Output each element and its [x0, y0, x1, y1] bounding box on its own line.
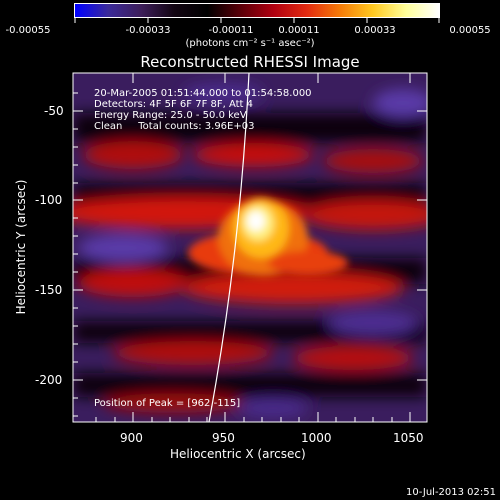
heatmap-blobs — [73, 73, 427, 422]
y-tick-label: -150 — [35, 283, 63, 297]
x-axis-title: Heliocentric X (arcsec) — [170, 447, 306, 461]
colorbar-tick-label: 0.00055 — [449, 25, 491, 36]
colorbar-tick-label: 0.00011 — [278, 25, 320, 36]
colorbar-unit-label: (photons cm⁻² s⁻¹ asec⁻²) — [185, 38, 315, 49]
colorbar-ticks — [74, 18, 440, 23]
x-tick-label: 1050 — [393, 431, 424, 445]
colorbar-tick-label: -0.00033 — [125, 25, 171, 36]
rhessi-image — [73, 73, 427, 422]
y-tick-label: -50 — [44, 104, 64, 118]
colorbar-tick-label: 0.00033 — [354, 25, 396, 36]
peak-position-text: Position of Peak = [962,-115] — [94, 398, 241, 409]
clean-counts-text: Clean Total counts: 3.96E+03 — [94, 121, 255, 132]
y-tick-label: -200 — [35, 373, 63, 387]
energy-range-text: Energy Range: 25.0 - 50.0 keV — [94, 110, 247, 121]
detectors-text: Detectors: 4F 5F 6F 7F 8F, Att 4 — [94, 99, 254, 110]
x-tick-label: 1000 — [301, 431, 332, 445]
y-axis-title: Heliocentric Y (arcsec) — [14, 179, 28, 315]
image-title: Reconstructed RHESSI Image — [140, 53, 360, 71]
x-tick-label: 950 — [212, 431, 235, 445]
colorbar-tick-label: -0.00011 — [208, 25, 254, 36]
timestamp-footer: 10-Jul-2013 02:51 — [405, 487, 496, 498]
x-tick-label: 900 — [120, 431, 143, 445]
time-range-text: 20-Mar-2005 01:51:44.000 to 01:54:58.000 — [94, 88, 312, 99]
solar-limb-line — [208, 73, 250, 422]
colorbar-tick-label: -0.00055 — [5, 25, 51, 36]
colorbar — [74, 3, 440, 18]
y-tick-label: -100 — [35, 193, 63, 207]
